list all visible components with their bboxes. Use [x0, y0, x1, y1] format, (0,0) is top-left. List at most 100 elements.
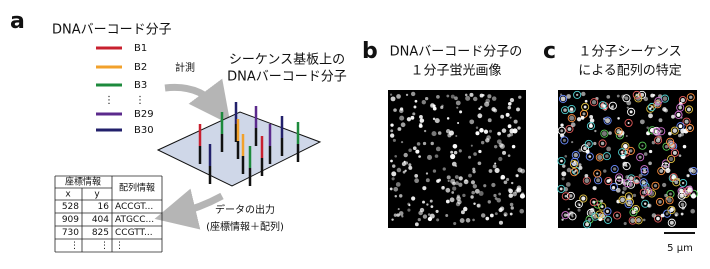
spot	[408, 163, 412, 167]
legend-label: B2	[134, 62, 147, 73]
spot-ring	[598, 101, 607, 110]
spot	[488, 169, 493, 173]
spot	[563, 108, 567, 112]
spot	[455, 181, 459, 185]
spot	[451, 191, 455, 194]
spot	[445, 199, 450, 204]
spot	[482, 94, 485, 97]
spot	[616, 94, 620, 98]
spot	[509, 128, 515, 134]
spot	[449, 197, 455, 203]
legend-label: B30	[134, 125, 154, 136]
spot-ring	[557, 184, 566, 193]
spot	[561, 171, 567, 177]
spot	[600, 103, 605, 107]
spot	[622, 186, 627, 191]
spot	[508, 193, 514, 198]
spot	[658, 118, 663, 123]
spot	[559, 187, 563, 191]
spot	[596, 172, 599, 175]
spot	[498, 142, 504, 148]
spot	[669, 207, 674, 213]
spot	[454, 175, 459, 179]
spot	[616, 129, 621, 134]
spot	[643, 169, 647, 174]
spot	[473, 152, 477, 156]
panel-label: a	[10, 9, 25, 34]
spot-ring	[639, 188, 648, 197]
spot	[600, 141, 605, 146]
spot	[623, 143, 628, 149]
spot	[422, 200, 426, 204]
spot	[560, 96, 566, 102]
spot	[402, 170, 406, 174]
table-cell: ⋮	[70, 241, 79, 251]
spot	[473, 202, 476, 205]
spot	[462, 193, 466, 198]
spot	[480, 140, 485, 145]
spot	[597, 154, 603, 160]
table-cell: 909	[62, 215, 79, 225]
spot	[665, 167, 671, 173]
spot	[687, 187, 693, 193]
spot	[592, 200, 596, 204]
spot	[603, 169, 607, 173]
table-cell: ⋮	[100, 241, 109, 251]
spot	[470, 144, 473, 147]
spot	[617, 117, 620, 120]
spot-ring	[586, 121, 595, 130]
spot	[408, 204, 411, 207]
spot	[437, 131, 442, 135]
table-cell: ACCGT...	[115, 202, 153, 212]
spot	[560, 129, 564, 133]
spot	[450, 150, 454, 154]
spot-ring	[651, 181, 660, 190]
spot	[509, 202, 514, 207]
spot	[405, 93, 409, 97]
spot-ring	[603, 215, 613, 224]
spot-ring	[654, 136, 663, 145]
spot-ring	[682, 117, 691, 126]
spot	[671, 114, 675, 119]
spot	[427, 216, 433, 222]
spot	[391, 177, 395, 181]
spot	[445, 187, 451, 193]
table-cell: 528	[62, 202, 79, 212]
spot-ring	[574, 199, 583, 209]
spot-ring	[670, 126, 679, 135]
spot	[613, 167, 617, 171]
spot	[662, 96, 668, 101]
spot-ring	[657, 167, 666, 176]
spot	[679, 193, 684, 198]
spot	[646, 126, 649, 129]
spot	[639, 119, 645, 125]
spot	[590, 207, 595, 213]
spot	[606, 94, 611, 99]
spot	[419, 118, 425, 123]
spot	[431, 131, 437, 137]
spot	[671, 174, 676, 180]
spot	[478, 107, 481, 111]
spot	[432, 169, 437, 173]
spot	[507, 124, 512, 129]
spot	[436, 94, 440, 99]
spot	[422, 214, 428, 219]
table-header: x	[65, 190, 71, 200]
spot	[680, 212, 684, 216]
fluorescence-image	[388, 90, 526, 228]
spot	[474, 188, 480, 194]
measure-label: 計測	[175, 61, 195, 74]
spot	[458, 149, 462, 153]
spot	[509, 116, 512, 119]
spot	[690, 193, 697, 199]
spot	[399, 115, 405, 121]
spot	[422, 141, 427, 146]
spot	[397, 208, 400, 211]
spot	[410, 115, 415, 120]
spot	[421, 100, 426, 105]
panel-title: DNAバーコード分子の	[390, 45, 523, 60]
spot	[608, 131, 612, 135]
spot	[426, 154, 433, 160]
spot	[620, 150, 624, 154]
spot	[625, 181, 630, 185]
